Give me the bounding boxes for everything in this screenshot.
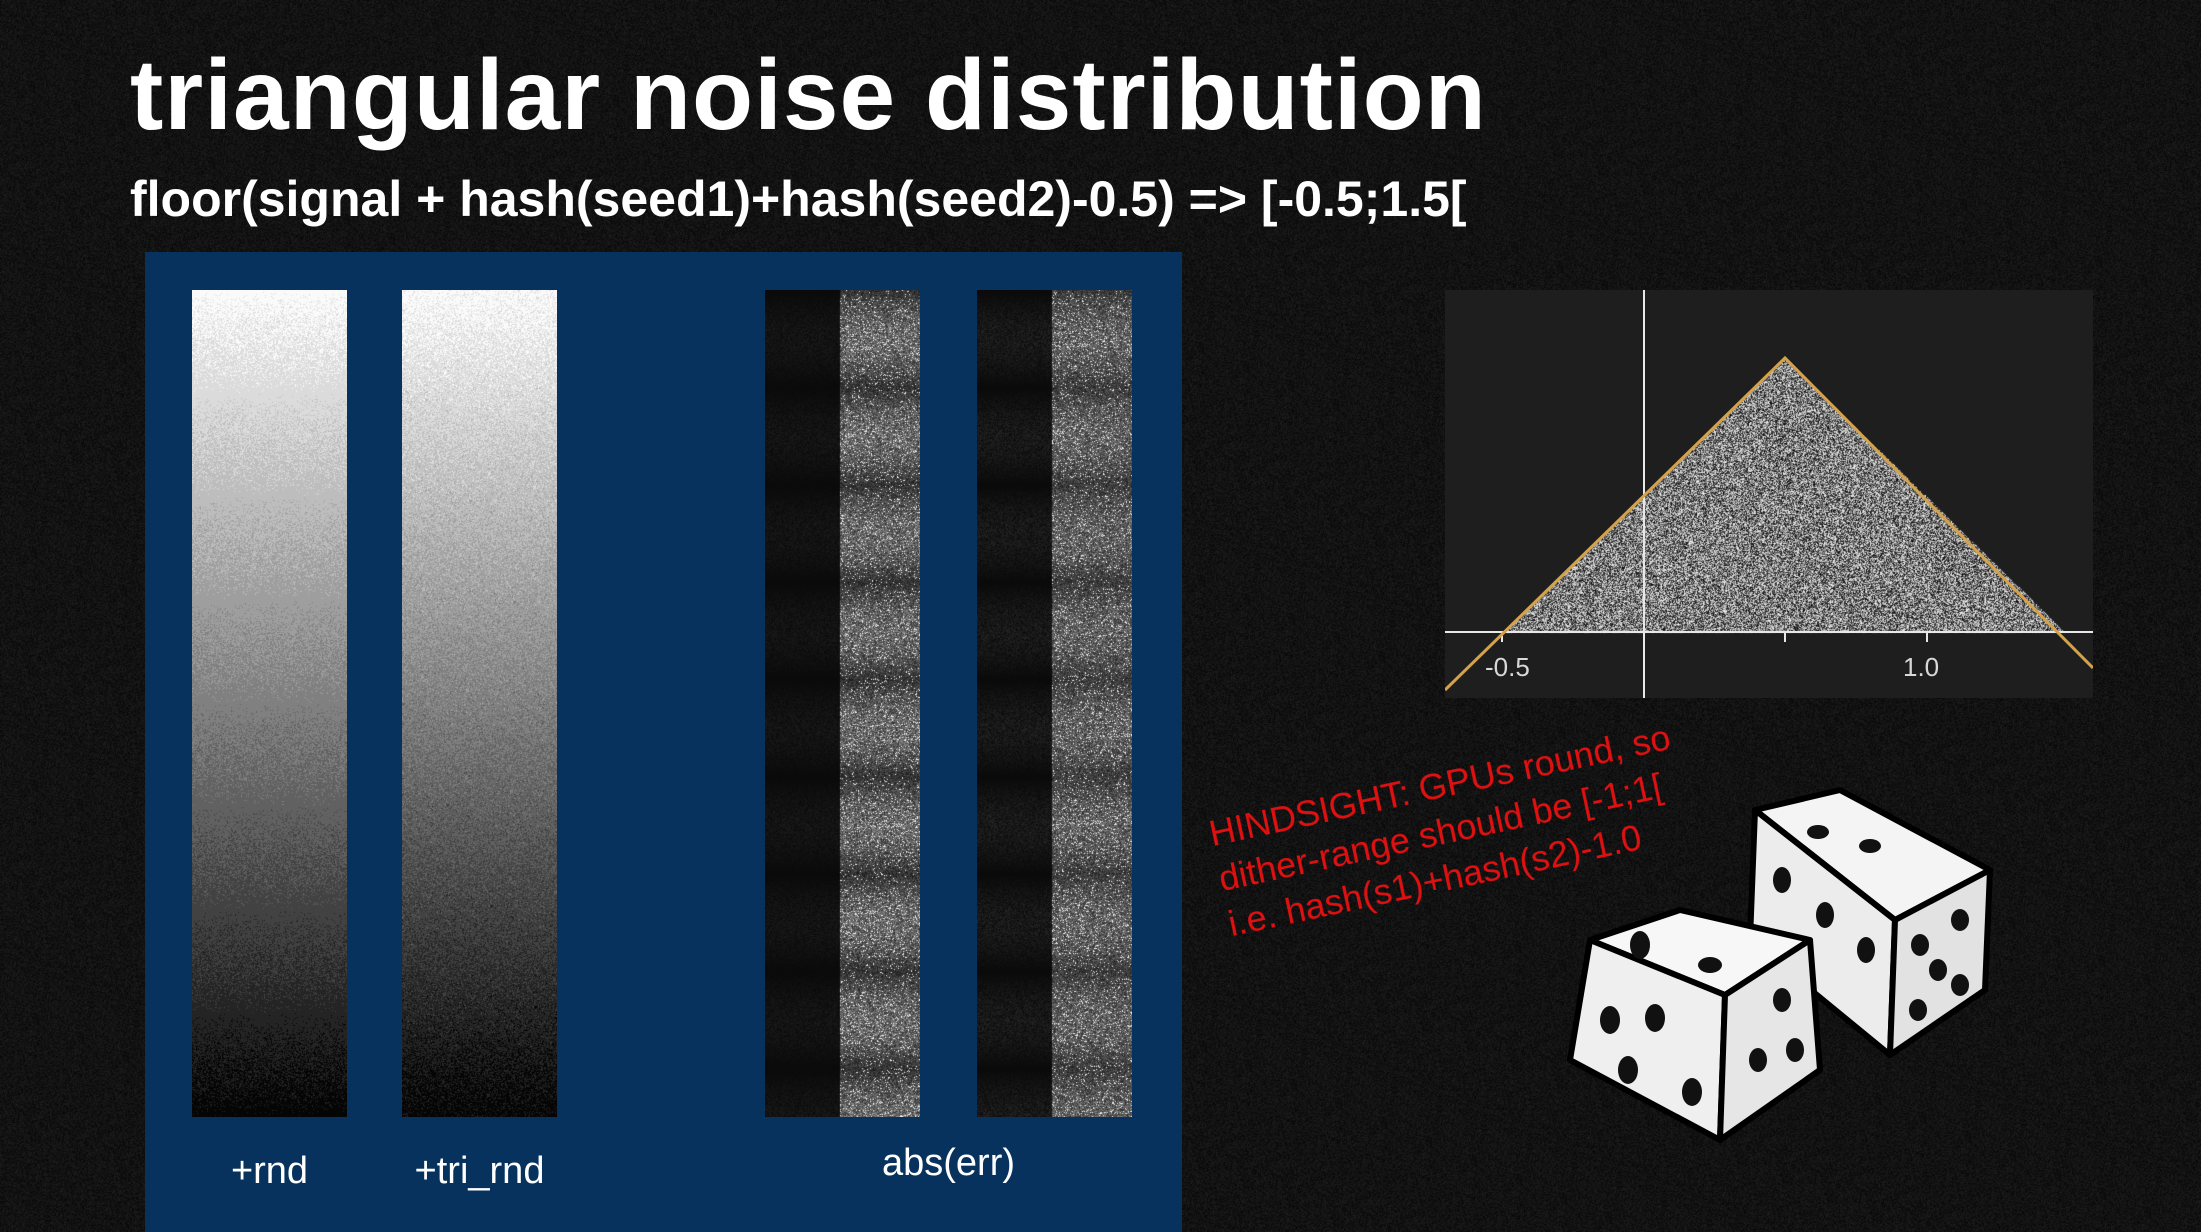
tri-rnd-error-strip bbox=[977, 290, 1132, 1117]
rnd-error-strip bbox=[765, 290, 920, 1117]
label-tri-rnd: +tri_rnd bbox=[414, 1150, 545, 1192]
graph-axes bbox=[1445, 290, 2093, 698]
dice-icon bbox=[1567, 787, 1993, 1143]
triangle-distribution-graph: -0.5 1.0 bbox=[1445, 290, 2093, 698]
triangle-noise-fill bbox=[1445, 290, 2093, 698]
slide-subtitle: floor(signal + hash(seed1)+hash(seed2)-0… bbox=[130, 171, 1467, 227]
label-rnd: +rnd bbox=[230, 1150, 309, 1192]
slide-title: triangular noise distribution bbox=[130, 39, 1487, 151]
tri-rnd-gradient-strip bbox=[402, 290, 557, 1117]
triangle-outline bbox=[1445, 355, 2093, 692]
rnd-gradient-strip bbox=[192, 290, 347, 1117]
comparison-panel: +rnd +tri_rnd abs(err) bbox=[145, 252, 1182, 1232]
tick-label-neg-half: -0.5 bbox=[1485, 652, 1530, 682]
tick-label-one: 1.0 bbox=[1903, 652, 1940, 682]
label-abs-err: abs(err) bbox=[881, 1142, 1016, 1184]
